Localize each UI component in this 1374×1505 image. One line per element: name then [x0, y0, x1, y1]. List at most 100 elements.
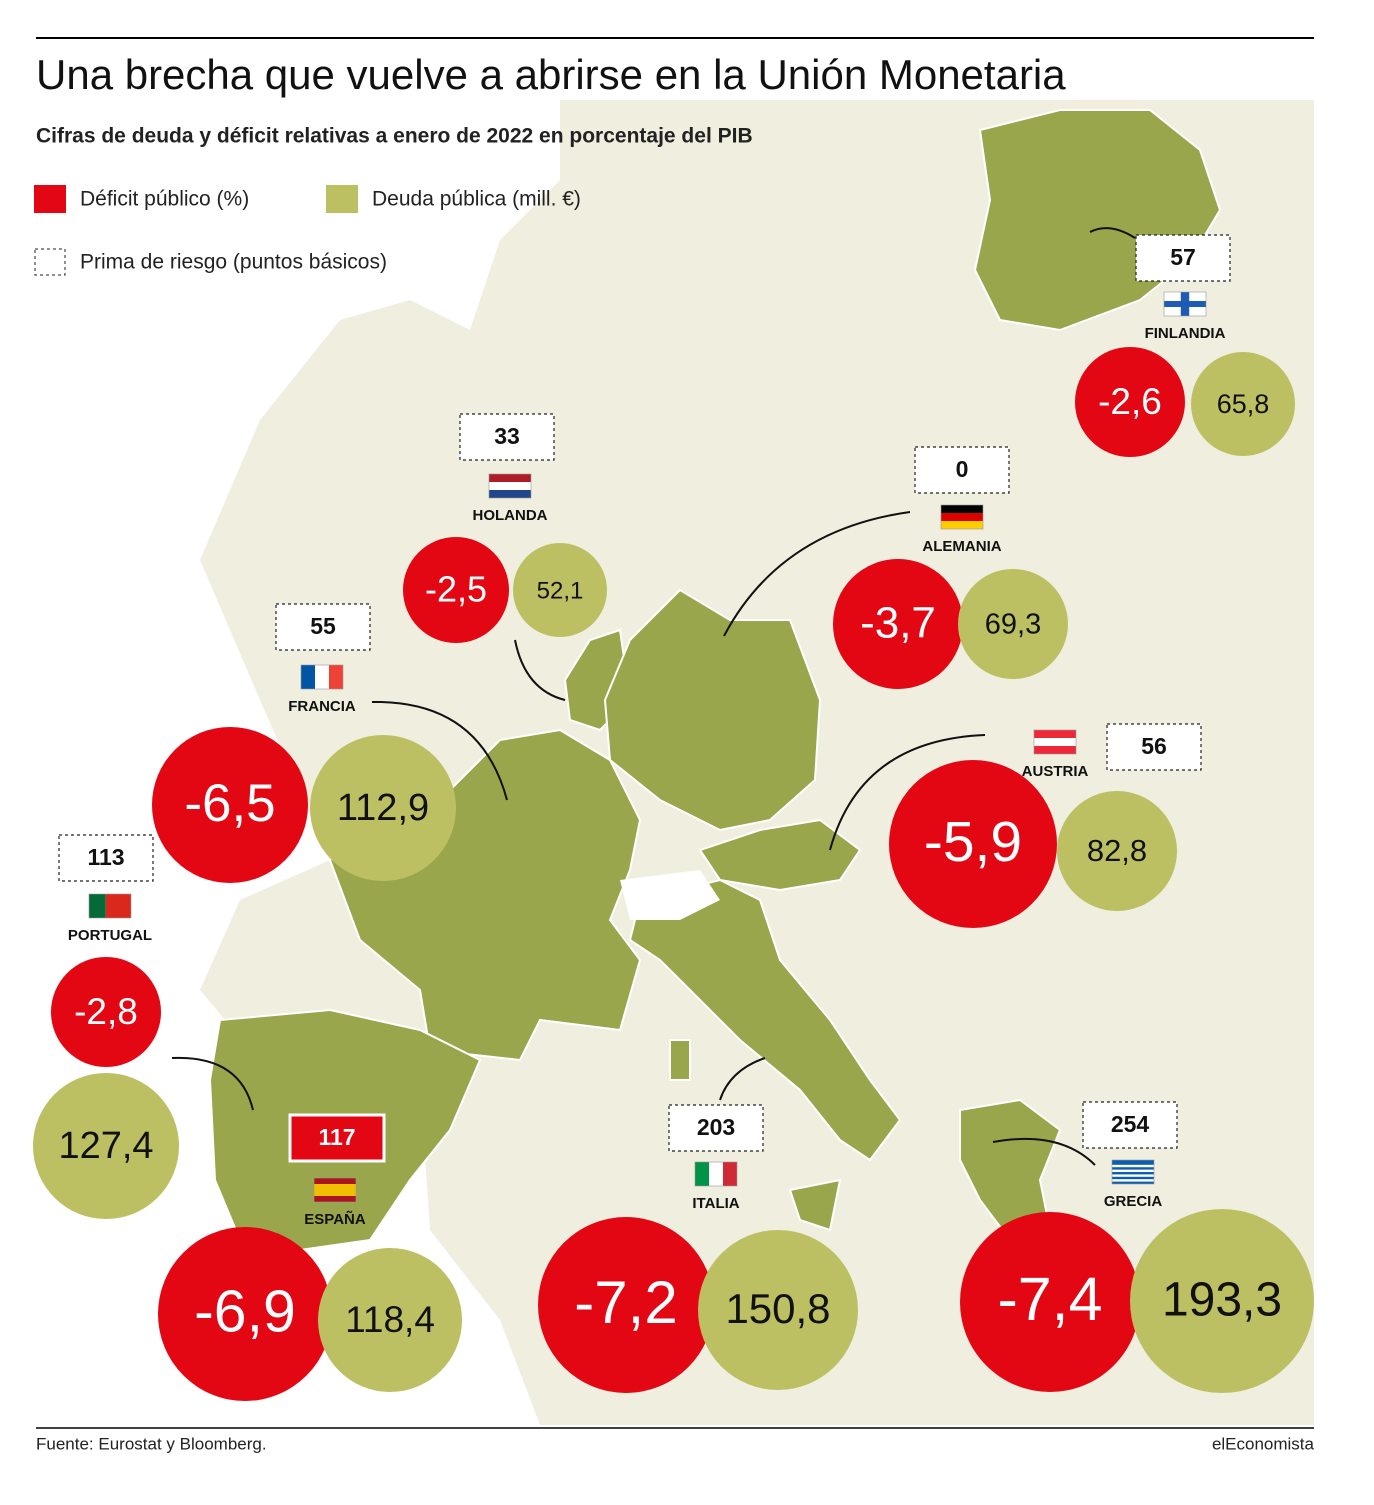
flag-border — [694, 1161, 738, 1187]
flag-border — [488, 473, 532, 499]
debt-value: 52,1 — [537, 577, 584, 604]
debt-value: 118,4 — [345, 1299, 435, 1340]
subtitle: Cifras de deuda y déficit relativas a en… — [36, 125, 753, 148]
flag-stripe — [314, 1184, 356, 1196]
debt-circle — [1130, 1209, 1314, 1393]
debt-value: 65,8 — [1217, 389, 1270, 419]
legend-swatch — [34, 185, 66, 213]
deficit-value: -2,5 — [425, 569, 487, 610]
flag-stripe — [1112, 1179, 1154, 1182]
deficit-circle — [960, 1212, 1140, 1392]
flag-stripe — [105, 894, 131, 918]
flag-stripe — [1112, 1164, 1154, 1168]
country-name: ITALIA — [692, 1195, 739, 1212]
flag-stripe — [723, 1162, 737, 1186]
premium-value: 254 — [1111, 1111, 1150, 1137]
deficit-value: -7,4 — [997, 1265, 1102, 1333]
flag-stripe — [695, 1162, 709, 1186]
country-name: FRANCIA — [288, 698, 356, 715]
premium-value: 203 — [697, 1114, 735, 1140]
flag-stripe — [1112, 1174, 1154, 1177]
debt-value: 82,8 — [1087, 833, 1147, 868]
flag-stripe — [1034, 738, 1076, 746]
premium-value: 33 — [494, 423, 520, 449]
debt-value: 112,9 — [337, 787, 429, 829]
legend-swatch — [326, 185, 358, 213]
flag-border — [1111, 1159, 1155, 1185]
premium-box — [288, 1113, 386, 1163]
premium-box — [914, 446, 1010, 494]
flag-border — [1163, 291, 1207, 317]
debt-circle — [33, 1073, 179, 1219]
country-name: ALEMANIA — [922, 538, 1001, 555]
flag-stripe — [941, 505, 983, 513]
debt-circle — [1191, 352, 1295, 456]
debt-value: 69,3 — [985, 609, 1041, 641]
flag-border — [1033, 729, 1077, 755]
deficit-circle — [51, 957, 161, 1067]
legend-label: Déficit público (%) — [80, 188, 249, 211]
premium-box — [459, 413, 555, 461]
debt-circle — [958, 569, 1068, 679]
debt-value: 193,3 — [1162, 1274, 1282, 1327]
premium-value: 55 — [310, 613, 336, 639]
flag-stripe — [941, 513, 983, 521]
legend-label: Prima de riesgo (puntos básicos) — [80, 251, 387, 274]
country-name: FINLANDIA — [1145, 325, 1226, 342]
debt-value: 150,8 — [725, 1285, 830, 1332]
premium-box — [1135, 234, 1231, 282]
debt-circle — [698, 1230, 858, 1390]
premium-box — [275, 603, 371, 651]
deficit-circle — [538, 1217, 714, 1393]
flag-border — [88, 893, 132, 919]
flag-stripe — [89, 894, 106, 918]
premium-value: 0 — [956, 456, 969, 482]
flag-stripe — [1034, 746, 1076, 754]
flag-stripe — [941, 521, 983, 529]
country-name: GRECIA — [1104, 1193, 1163, 1210]
deficit-circle — [152, 727, 308, 883]
debt-circle — [318, 1248, 462, 1392]
source: Fuente: Eurostat y Bloomberg. — [36, 1434, 267, 1453]
deficit-circle — [403, 537, 509, 643]
flag-border — [313, 1177, 357, 1203]
flag-border — [940, 504, 984, 530]
premium-value: 56 — [1141, 733, 1167, 759]
debt-circle — [310, 735, 456, 881]
deficit-value: -2,8 — [74, 991, 138, 1032]
premium-value: 113 — [87, 844, 124, 870]
debt-value: 127,4 — [58, 1125, 153, 1167]
deficit-value: -3,7 — [860, 599, 936, 648]
flag-stripe — [301, 665, 315, 689]
title: Una brecha que vuelve a abrirse en la Un… — [36, 51, 1066, 98]
debt-circle — [513, 543, 607, 637]
flag-stripe — [489, 490, 531, 498]
deficit-value: -2,6 — [1098, 381, 1162, 422]
flag-stripe — [315, 665, 329, 689]
flag-border — [300, 664, 344, 690]
deficit-circle — [1075, 347, 1185, 457]
flag-stripe — [1034, 730, 1076, 738]
debt-circle — [1057, 791, 1177, 911]
flag-stripe — [489, 474, 531, 482]
premium-value: 117 — [318, 1124, 355, 1150]
premium-box — [58, 834, 154, 882]
legend-swatch — [34, 248, 66, 276]
country-name: ESPAÑA — [304, 1210, 366, 1228]
premium-box — [1106, 723, 1202, 771]
premium-value: 57 — [1170, 244, 1196, 270]
flag-stripe — [314, 1178, 356, 1184]
deficit-value: -6,9 — [194, 1279, 296, 1345]
country-name: AUSTRIA — [1022, 763, 1089, 780]
deficit-value: -7,2 — [574, 1269, 677, 1336]
country-name: PORTUGAL — [68, 927, 152, 944]
flag-stripe — [314, 1196, 356, 1202]
legend-label: Deuda pública (mill. €) — [372, 188, 581, 211]
deficit-circle — [158, 1227, 332, 1401]
deficit-circle — [889, 760, 1057, 928]
country-name: HOLANDA — [473, 507, 548, 524]
premium-box — [1082, 1101, 1178, 1149]
flag-stripe — [709, 1162, 723, 1186]
brand: elEconomista — [1212, 1434, 1315, 1453]
